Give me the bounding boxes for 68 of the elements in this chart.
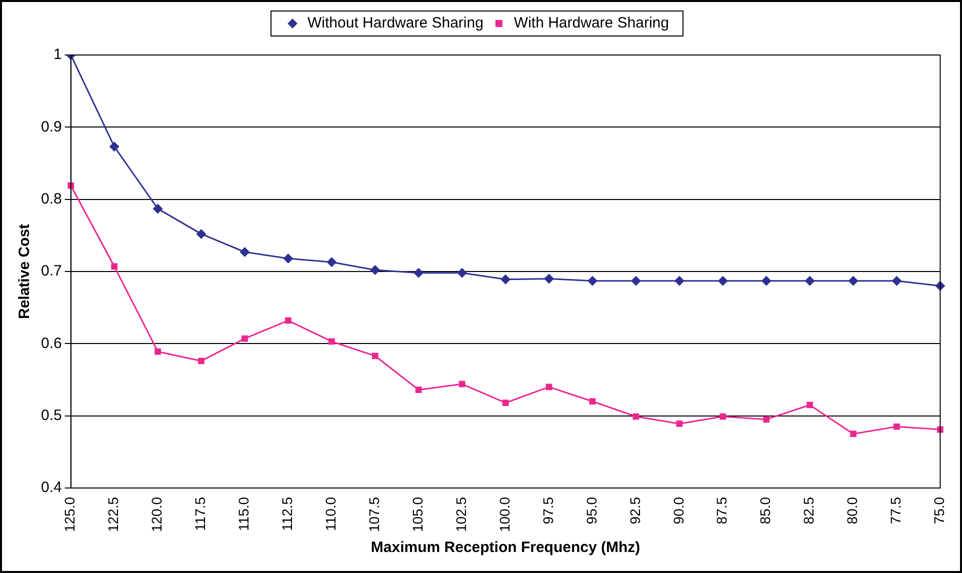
x-tick-label: 110.0 <box>322 496 339 531</box>
x-tick-label: 125.0 <box>62 496 78 532</box>
point <box>415 386 422 394</box>
point <box>674 276 684 286</box>
point <box>283 253 294 264</box>
point <box>326 257 337 268</box>
x-axis-title: Maximum Reception Frequency (Mhz) <box>370 539 640 556</box>
x-tick-label: 120.0 <box>148 496 165 532</box>
x-tick-label: 92.5 <box>626 496 643 524</box>
point <box>632 413 640 420</box>
point <box>370 265 380 276</box>
point <box>718 276 728 286</box>
legend-label: Without Hardware Sharing <box>308 14 484 32</box>
x-tick-label: 105.0 <box>409 496 426 532</box>
y-axis-title: Relative Cost <box>16 224 34 320</box>
point <box>589 398 596 405</box>
x-tick-label: 75.0 <box>931 496 948 524</box>
x-tick-label: 95.0 <box>583 496 600 524</box>
x-tick-label: 107.5 <box>366 496 382 532</box>
point <box>894 423 900 430</box>
y-tick-label: 0.7 <box>40 262 62 280</box>
point <box>154 348 161 355</box>
point <box>240 247 250 257</box>
x-tick-label: 100.0 <box>496 496 512 532</box>
x-tick-label: 115.0 <box>236 496 252 531</box>
point <box>761 276 772 286</box>
point <box>850 430 856 438</box>
y-tick-label: 0.6 <box>40 334 62 352</box>
point <box>372 352 378 360</box>
point <box>196 228 206 239</box>
point <box>676 420 683 427</box>
x-tick-label: 112.5 <box>279 496 296 531</box>
point <box>630 276 641 286</box>
point <box>457 268 468 278</box>
y-tick-label: 0.9 <box>40 118 62 136</box>
y-tick-label: 0.5 <box>40 406 62 424</box>
y-tick-label: 0.4 <box>40 479 62 496</box>
point <box>806 402 813 408</box>
y-tick-label: 0.8 <box>40 190 62 208</box>
x-tick-label: 77.5 <box>888 496 904 524</box>
x-tick-label: 102.5 <box>452 496 469 532</box>
x-tick-label: 122.5 <box>105 496 122 532</box>
point <box>544 274 554 284</box>
point <box>848 276 858 286</box>
point <box>763 416 770 423</box>
y-tick-label: 1 <box>54 46 62 64</box>
point <box>500 274 511 284</box>
point <box>152 204 163 214</box>
point <box>111 263 118 270</box>
x-tick-label: 80.0 <box>844 496 860 524</box>
point <box>285 317 292 324</box>
point <box>414 268 424 278</box>
x-tick-label: 97.5 <box>540 496 556 524</box>
x-tick-label: 82.5 <box>800 496 817 524</box>
legend-label: With Hardware Sharing <box>514 14 669 32</box>
x-tick-label: 87.5 <box>714 496 730 524</box>
x-tick-label: 117.5 <box>192 496 208 531</box>
x-tick-label: 85.0 <box>757 496 774 524</box>
point <box>502 400 509 406</box>
point <box>804 276 815 286</box>
point <box>109 142 120 152</box>
point <box>198 358 204 364</box>
point <box>892 276 902 286</box>
point <box>242 335 248 342</box>
point <box>720 413 726 420</box>
x-tick-label: 90.0 <box>670 496 686 524</box>
point <box>328 338 335 345</box>
point <box>587 276 598 286</box>
